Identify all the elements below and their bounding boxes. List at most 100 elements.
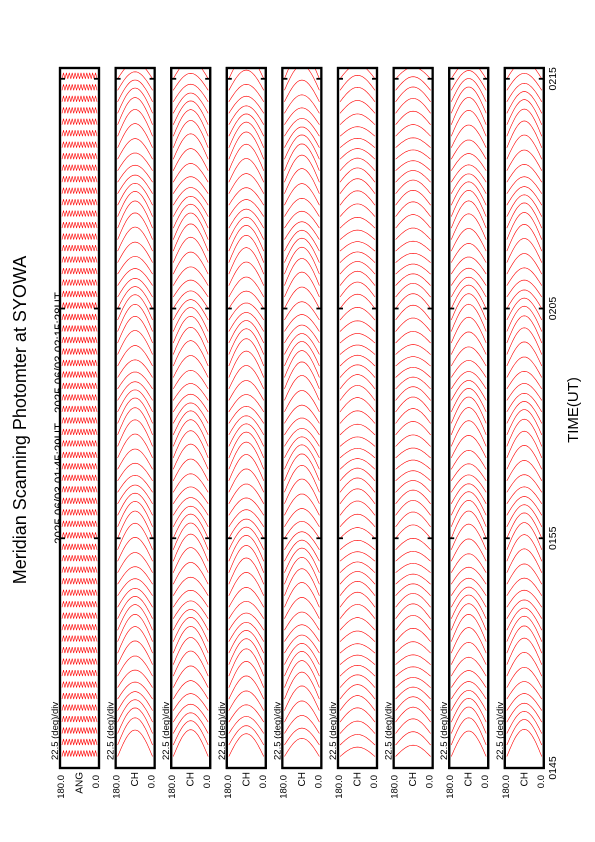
channel-label: CH	[297, 772, 308, 786]
x-tick-0145: 0145	[547, 756, 559, 780]
scale-label-text: 22.5 (deg)/div	[217, 702, 228, 760]
y-tick-180: 180.0	[56, 775, 67, 799]
channel-label: CH	[408, 772, 419, 786]
y-tick-0: 0.0	[258, 775, 269, 788]
scale-label: 22.5 (deg)/div	[384, 702, 395, 760]
y-tick-label: 0.0	[425, 775, 436, 788]
channel-label-text: CH	[408, 772, 419, 786]
trace-series-ch4	[284, 68, 320, 757]
y-tick-0: 0.0	[369, 775, 380, 788]
y-tick-label: 180.0	[390, 775, 401, 799]
panel-ch2: 180.0 0.0 CH 22.5 (deg)/div	[161, 66, 213, 799]
panel-border	[503, 66, 545, 770]
y-tick-180: 180.0	[501, 775, 512, 799]
scale-label-text: 22.5 (deg)/div	[50, 702, 61, 760]
y-tick-180: 180.0	[167, 775, 178, 799]
panel-frame	[114, 66, 156, 770]
x-tick-0155: 0155	[547, 526, 559, 550]
scale-label-text: 22.5 (deg)/div	[439, 702, 450, 760]
chart-title: Meridian Scanning Photomter at SYOWA	[10, 256, 30, 584]
panel-ch6: 180.0 0.0 CH 22.5 (deg)/div	[384, 66, 436, 799]
y-tick-label: 180.0	[334, 775, 345, 799]
x-tick-0215: 0215	[547, 67, 559, 91]
scale-label: 22.5 (deg)/div	[328, 702, 339, 760]
x-tick-label: 0215	[547, 67, 559, 91]
y-tick-0: 0.0	[147, 775, 158, 788]
panel-frame	[448, 66, 490, 770]
scale-label: 22.5 (deg)/div	[217, 702, 228, 760]
channel-label-text: CH	[297, 772, 308, 786]
panel-ch1: 180.0 0.0 CH 22.5 (deg)/div	[106, 66, 158, 799]
panel-border	[336, 66, 379, 770]
y-tick-label: 180.0	[223, 775, 234, 799]
y-tick-label: 0.0	[258, 775, 269, 788]
y-tick-label: 0.0	[536, 775, 547, 788]
scale-label: 22.5 (deg)/div	[495, 702, 506, 760]
panel-border	[281, 66, 323, 770]
scale-label-text: 22.5 (deg)/div	[272, 702, 283, 760]
scale-label-text: 22.5 (deg)/div	[384, 702, 395, 760]
y-tick-0: 0.0	[202, 775, 213, 788]
y-tick-0: 0.0	[480, 775, 491, 788]
panel-border	[58, 66, 101, 770]
channel-label: CH	[130, 772, 141, 786]
channel-label-text: ANG	[75, 772, 86, 794]
channel-label: CH	[241, 772, 252, 786]
y-tick-label: 180.0	[278, 775, 289, 799]
trace-series-ch8	[506, 68, 543, 757]
trace-series-ch1	[117, 68, 153, 757]
scale-label-text: 22.5 (deg)/div	[106, 702, 117, 760]
y-tick-label: 180.0	[56, 775, 67, 799]
panels-group: 180.0 0.0 ANG 22.5 (deg)/div 180.0 0.0 CH 22.5 …	[50, 66, 547, 799]
panel-ch3: 180.0 0.0 CH 22.5 (deg)/div	[217, 66, 269, 799]
y-tick-180: 180.0	[390, 775, 401, 799]
scale-label: 22.5 (deg)/div	[161, 702, 172, 760]
y-tick-180: 180.0	[445, 775, 456, 799]
y-tick-label: 0.0	[147, 775, 158, 788]
trace-series-ch7	[450, 68, 487, 757]
y-tick-180: 180.0	[223, 775, 234, 799]
y-tick-0: 0.0	[425, 775, 436, 788]
y-tick-label: 180.0	[445, 775, 456, 799]
channel-label-text: CH	[130, 772, 141, 786]
x-tick-label: 0205	[547, 297, 559, 321]
y-tick-label: 0.0	[202, 775, 213, 788]
x-tick-label: 0155	[547, 526, 559, 550]
y-tick-label: 0.0	[91, 775, 102, 788]
y-tick-label: 0.0	[369, 775, 380, 788]
y-tick-label: 180.0	[112, 775, 123, 799]
panel-ch7: 180.0 0.0 CH 22.5 (deg)/div	[439, 66, 491, 799]
panel-frame	[503, 66, 545, 770]
channel-label-text: CH	[519, 772, 530, 786]
y-tick-label: 0.0	[313, 775, 324, 788]
panel-frame	[58, 66, 101, 770]
y-tick-180: 180.0	[334, 775, 345, 799]
trace-series-ch2	[172, 68, 209, 757]
y-tick-label: 0.0	[480, 775, 491, 788]
x-tick-0205: 0205	[547, 297, 559, 321]
y-tick-label: 180.0	[167, 775, 178, 799]
trace-series-ch6	[395, 68, 431, 757]
x-axis-label: TIME(UT)	[565, 377, 582, 443]
panel-border	[114, 66, 156, 770]
channel-label: CH	[519, 772, 530, 786]
trace-series-ch5	[339, 68, 376, 757]
scale-label: 22.5 (deg)/div	[106, 702, 117, 760]
scale-label-text: 22.5 (deg)/div	[495, 702, 506, 760]
panel-ang: 180.0 0.0 ANG 22.5 (deg)/div	[50, 66, 102, 799]
trace-series-ang	[61, 72, 98, 757]
y-tick-180: 180.0	[112, 775, 123, 799]
channel-label-text: CH	[464, 772, 475, 786]
panel-border	[448, 66, 490, 770]
panel-ch4: 180.0 0.0 CH 22.5 (deg)/div	[272, 66, 324, 799]
y-tick-0: 0.0	[91, 775, 102, 788]
panel-frame	[336, 66, 379, 770]
channel-label: CH	[186, 772, 197, 786]
channel-label: CH	[353, 772, 364, 786]
panel-ch5: 180.0 0.0 CH 22.5 (deg)/div	[328, 66, 380, 799]
panel-ch8: 180.0 0.0 CH 22.5 (deg)/div	[495, 66, 547, 799]
channel-label-text: CH	[186, 772, 197, 786]
scale-label: 22.5 (deg)/div	[272, 702, 283, 760]
channel-label: ANG	[75, 772, 86, 794]
